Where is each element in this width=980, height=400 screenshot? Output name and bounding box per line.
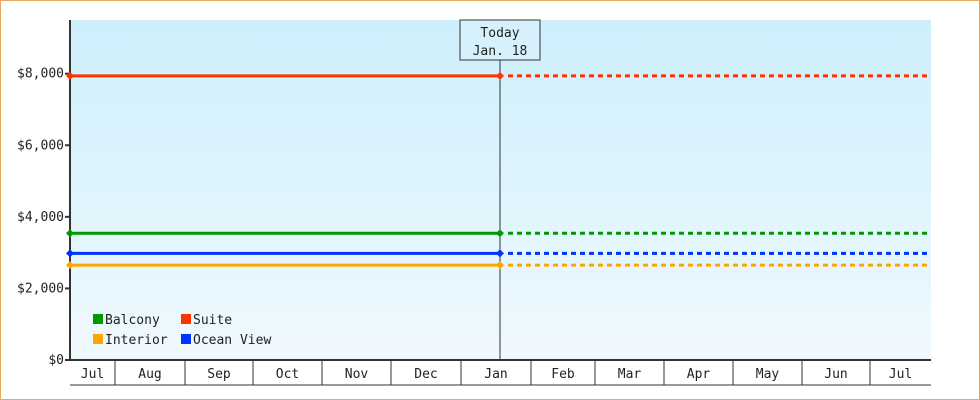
- legend: Balcony Suite Interior Ocean View: [93, 313, 271, 348]
- x-tick-label: Oct: [276, 367, 299, 382]
- x-axis: Jul Aug Sep Oct Nov Dec Jan Feb Mar Apr May Jun Jul: [68, 359, 931, 386]
- legend-swatch: [93, 334, 103, 344]
- x-tick-label: Jun: [824, 367, 847, 382]
- data-point-ocean-view: [66, 249, 74, 258]
- x-tick-label: Aug: [138, 367, 161, 382]
- data-point-ocean-view: [496, 249, 504, 258]
- y-tick-label: $0: [48, 353, 64, 368]
- x-tick-label: Mar: [618, 367, 642, 382]
- y-tick-label: $6,000: [17, 138, 64, 153]
- legend-swatch: [181, 314, 191, 324]
- x-tick-label: Jul: [81, 367, 104, 382]
- x-tick-label: Sep: [207, 367, 231, 382]
- today-box: [459, 19, 541, 61]
- x-tick-label: Jan: [484, 367, 507, 382]
- legend-swatch: [181, 334, 191, 344]
- x-tick-label: Jul: [889, 367, 912, 382]
- legend-label: Balcony: [105, 313, 160, 328]
- today-label: Today: [480, 26, 519, 41]
- x-tick-label: Apr: [687, 367, 711, 382]
- y-tick-label: $8,000: [17, 67, 64, 82]
- data-point-balcony: [66, 229, 74, 238]
- x-tick-label: May: [756, 367, 780, 382]
- data-point-suite: [66, 71, 74, 80]
- y-axis: $0 $2,000 $4,000 $6,000 $8,000: [17, 20, 71, 368]
- legend-label: Suite: [193, 313, 232, 328]
- legend-swatch: [93, 314, 103, 324]
- x-tick-label: Dec: [414, 367, 437, 382]
- y-tick-label: $2,000: [17, 281, 64, 296]
- data-point-balcony: [496, 229, 504, 238]
- series-group: [66, 71, 931, 270]
- y-tick-label: $4,000: [17, 210, 64, 225]
- today-marker: Today Jan. 18: [459, 19, 541, 360]
- data-point-interior: [496, 261, 504, 270]
- x-tick-label: Nov: [345, 367, 369, 382]
- data-point-interior: [66, 261, 74, 270]
- today-date: Jan. 18: [473, 44, 528, 59]
- legend-label: Ocean View: [193, 333, 271, 348]
- x-tick-label: Feb: [551, 367, 575, 382]
- legend-label: Interior: [105, 333, 168, 348]
- data-point-suite: [496, 71, 504, 80]
